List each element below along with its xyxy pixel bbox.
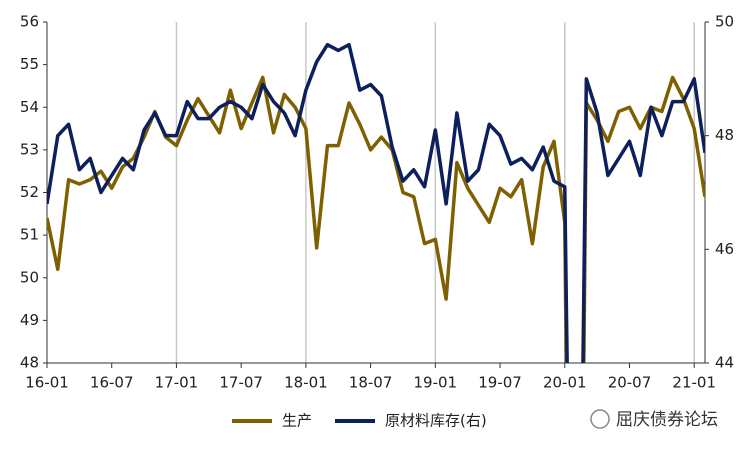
x-tick-label: 20-07: [608, 374, 652, 392]
x-tick-label: 17-01: [155, 374, 199, 392]
plot-area: [47, 42, 705, 363]
y-tick-label: 56: [20, 13, 39, 31]
series-line: [47, 42, 705, 363]
x-tick-label: 19-07: [478, 374, 522, 392]
y-tick-label: 51: [20, 226, 39, 244]
y2-tick-label: 50: [715, 13, 734, 31]
y-tick-label: 52: [20, 183, 39, 201]
watermark: 屈庆债券论坛: [590, 409, 718, 430]
watermark-text: 屈庆债券论坛: [616, 410, 718, 430]
y-tick-label: 55: [20, 55, 39, 73]
x-tick-label: 18-01: [284, 374, 328, 392]
x-tick-label: 18-07: [349, 374, 393, 392]
y2-tick-label: 48: [715, 126, 734, 144]
y-tick-label: 48: [20, 354, 39, 372]
x-tick-label: 20-01: [543, 374, 587, 392]
x-tick-label: 16-07: [90, 374, 134, 392]
x-tick-label: 17-07: [219, 374, 263, 392]
y-tick-label: 53: [20, 140, 39, 158]
y2-tick-label: 46: [715, 240, 734, 258]
y-tick-label: 49: [20, 311, 39, 329]
y-tick-label: 50: [20, 268, 39, 286]
legend-label: 原材料库存(右): [385, 412, 487, 430]
x-tick-label: 21-01: [672, 374, 716, 392]
x-tick-label: 16-01: [25, 374, 69, 392]
legend-label: 生产: [282, 412, 312, 430]
series-line: [47, 75, 705, 363]
watermark-icon: [590, 409, 610, 429]
y-tick-label: 54: [20, 98, 39, 116]
x-tick-label: 19-01: [414, 374, 458, 392]
y2-tick-label: 44: [715, 354, 734, 372]
